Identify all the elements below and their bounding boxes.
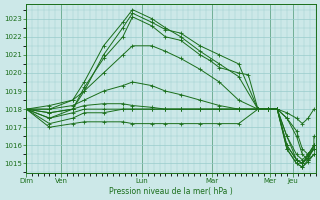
X-axis label: Pression niveau de la mer( hPa ): Pression niveau de la mer( hPa ) xyxy=(109,187,233,196)
